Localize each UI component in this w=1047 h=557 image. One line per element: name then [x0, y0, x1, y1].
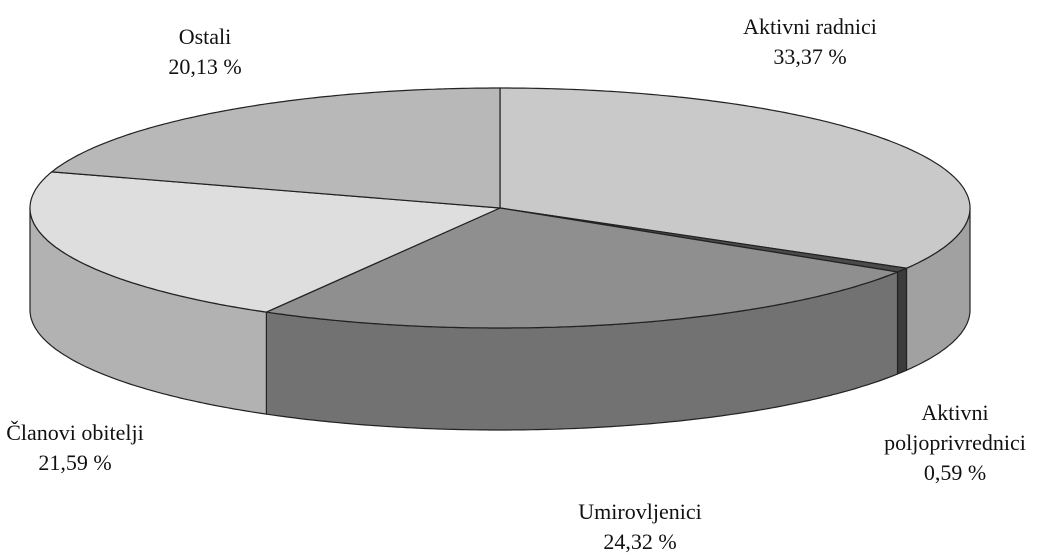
value-label: 21,59 % [38, 450, 112, 475]
slice-label: Aktivni radnici 33,37 % [680, 12, 940, 72]
slice [29, 171, 501, 313]
slice [50, 87, 501, 209]
slice-label: Umirovljenici 24,32 % [510, 497, 770, 557]
slice [499, 87, 971, 269]
category-label: Članovi obitelji [6, 420, 144, 445]
value-label: 0,59 % [923, 460, 987, 485]
value-label: 33,37 % [773, 44, 847, 69]
slice-label: Članovi obitelji 21,59 % [0, 418, 175, 478]
slice-label: Aktivni poljoprivrednici 0,59 % [870, 398, 1040, 488]
value-label: 24,32 % [603, 529, 677, 554]
value-label: 20,13 % [168, 54, 242, 79]
slice [264, 207, 900, 329]
slice-label: Ostali 20,13 % [105, 22, 305, 82]
category-label: Aktivni poljoprivrednici [884, 400, 1026, 455]
category-label: Ostali [178, 24, 232, 49]
category-label: Aktivni radnici [743, 14, 877, 39]
category-label: Umirovljenici [578, 499, 702, 524]
slice-side [896, 267, 908, 375]
